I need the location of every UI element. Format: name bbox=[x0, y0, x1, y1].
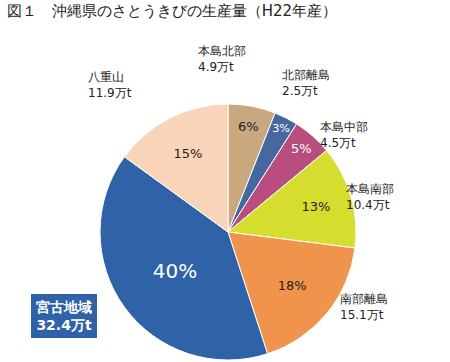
svg-text:5%: 5% bbox=[291, 141, 312, 156]
svg-text:6%: 6% bbox=[238, 119, 259, 134]
svg-text:3%: 3% bbox=[272, 122, 290, 135]
svg-text:本島中部4.5万t: 本島中部4.5万t bbox=[320, 120, 368, 150]
svg-text:北部離島2.5万t: 北部離島2.5万t bbox=[282, 68, 330, 98]
svg-text:八重山11.9万t: 八重山11.9万t bbox=[88, 70, 132, 100]
svg-text:15%: 15% bbox=[174, 146, 203, 161]
svg-text:13%: 13% bbox=[302, 199, 331, 214]
svg-text:本島北部4.9万t: 本島北部4.9万t bbox=[198, 44, 246, 74]
svg-text:宮古地域32.4万t: 宮古地域32.4万t bbox=[36, 299, 92, 333]
svg-text:図１ 沖縄県のさとうきびの生産量（H22年産）: 図１ 沖縄県のさとうきびの生産量（H22年産） bbox=[7, 2, 337, 20]
svg-text:18%: 18% bbox=[278, 278, 307, 293]
svg-text:南部離島15.1万t: 南部離島15.1万t bbox=[340, 292, 388, 322]
svg-text:40%: 40% bbox=[153, 259, 197, 283]
svg-text:本島南部10.4万t: 本島南部10.4万t bbox=[346, 182, 394, 212]
